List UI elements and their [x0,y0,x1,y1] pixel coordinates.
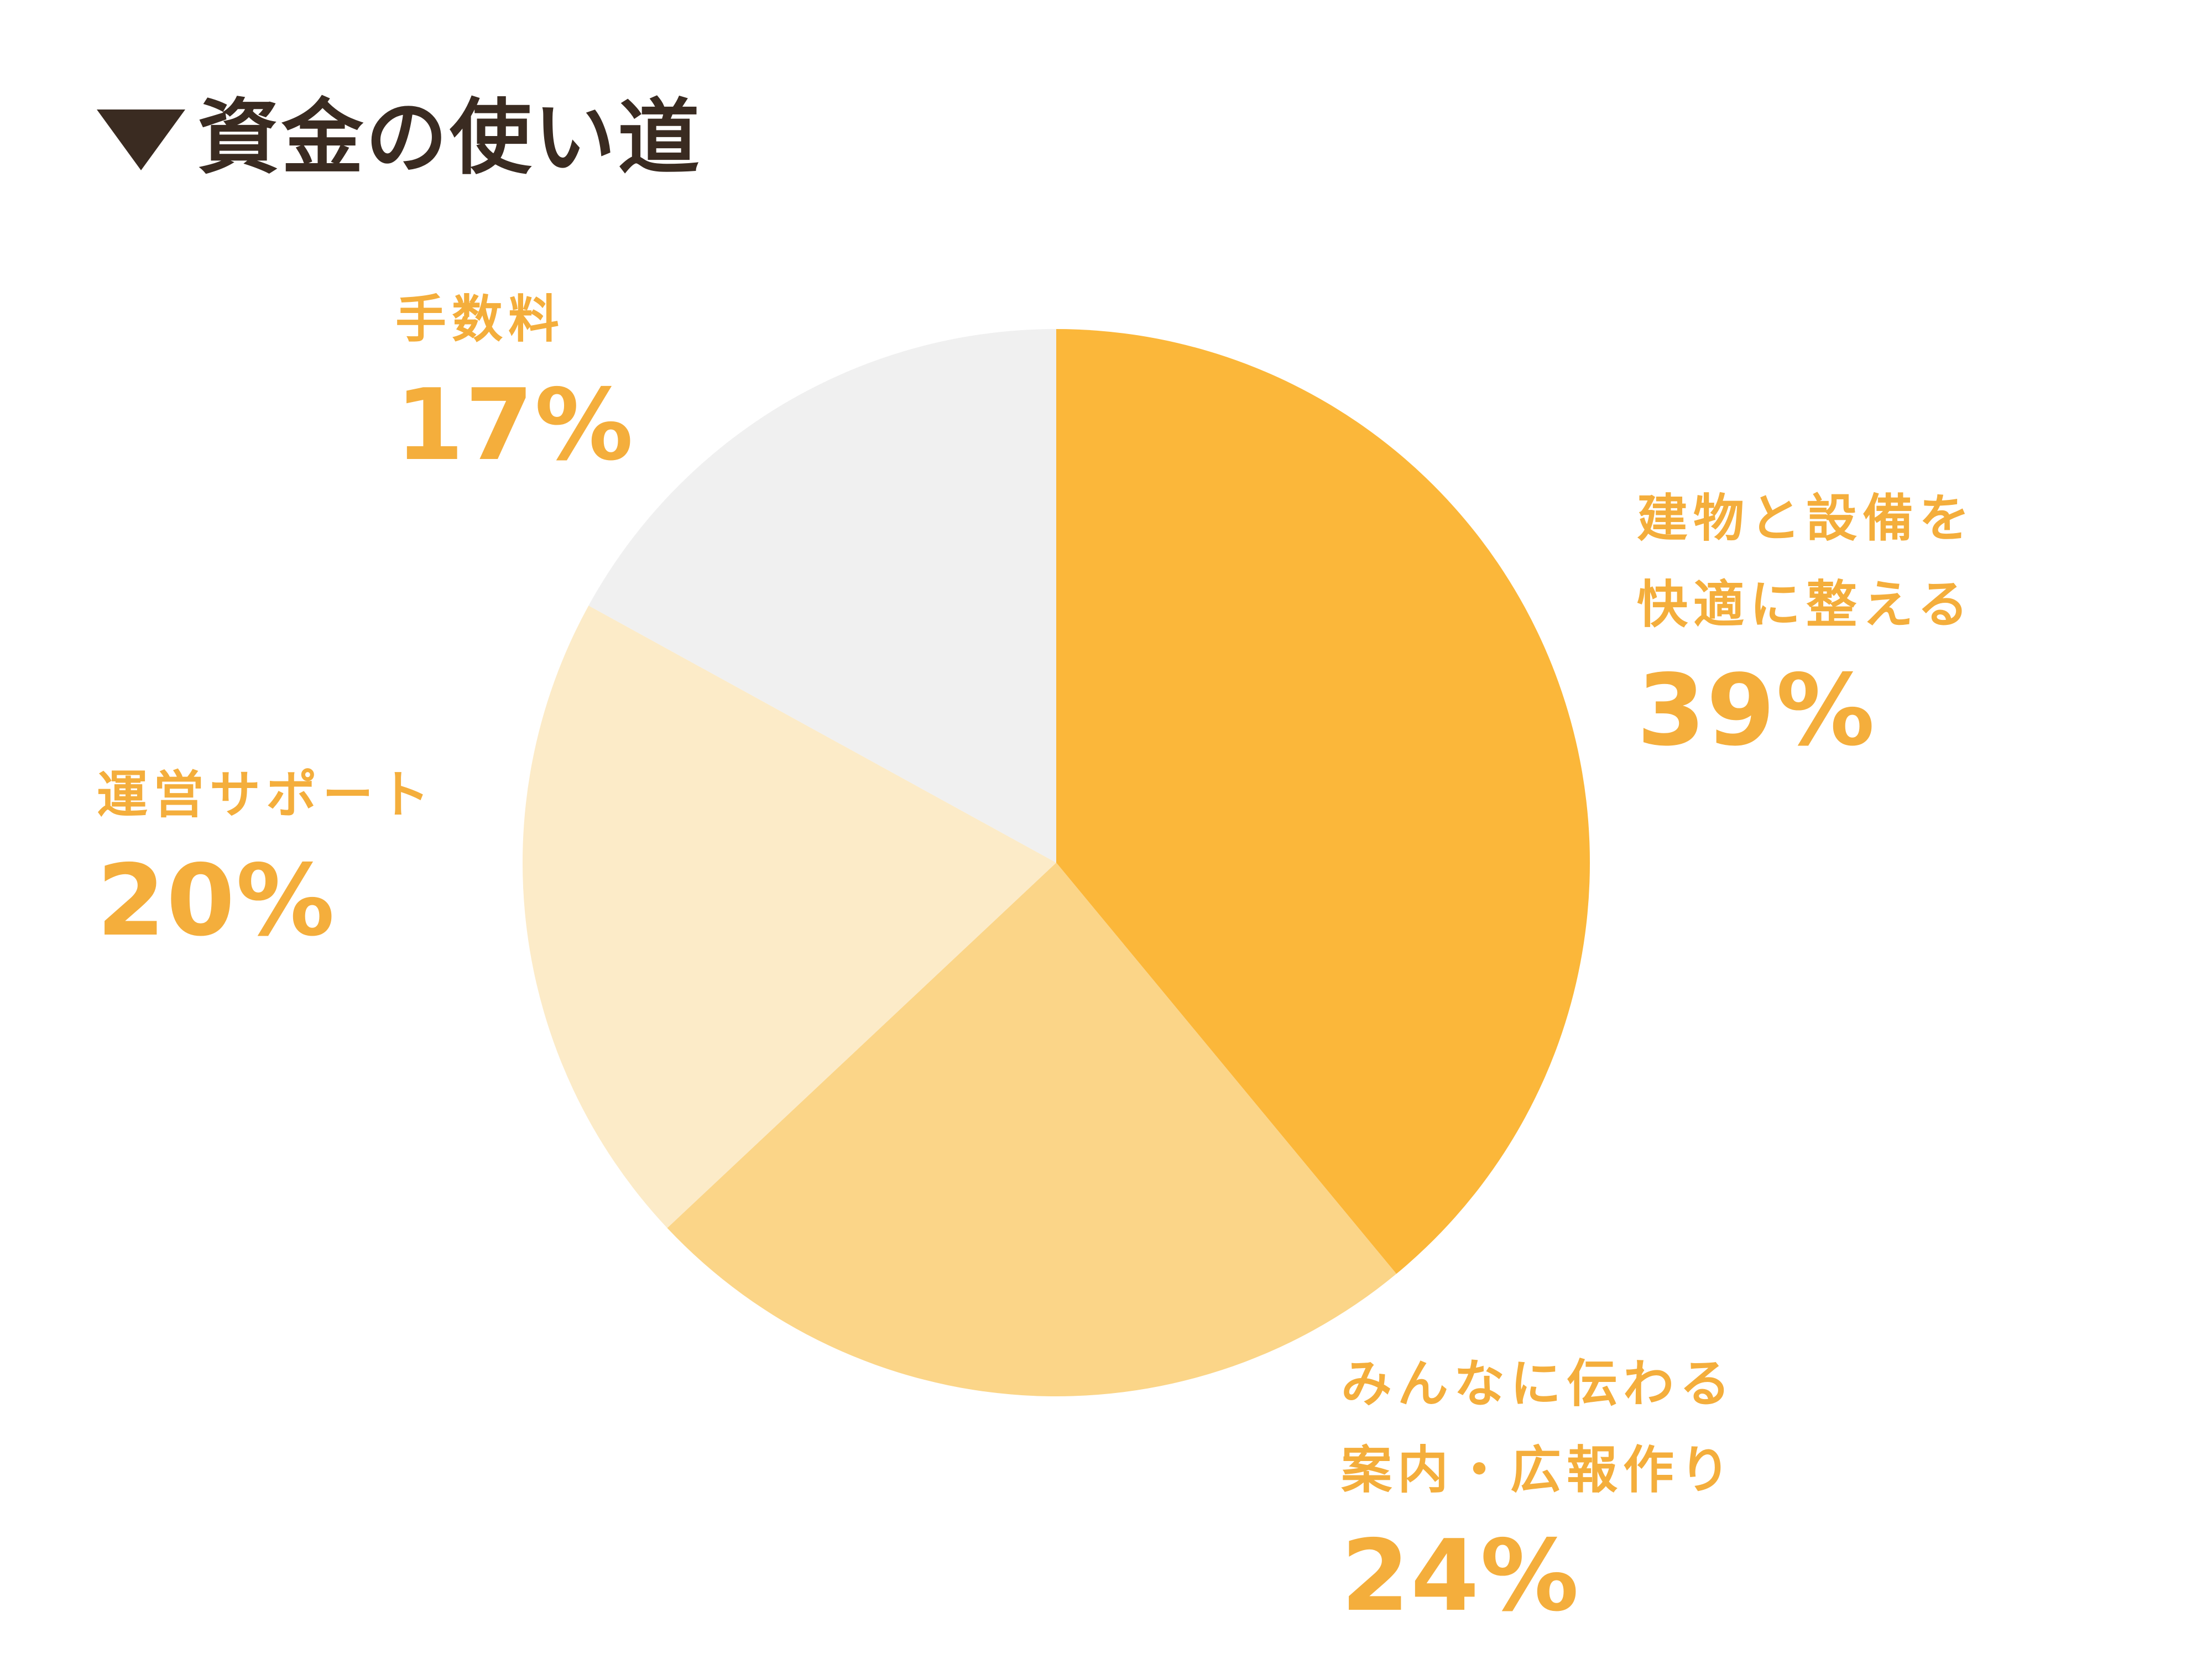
pie-slice-publicity [667,863,1397,1396]
pie-slice-fees [588,329,1056,863]
slice-value-buildings: 39% [1637,653,1876,768]
pie-slice-operations [523,606,1056,1228]
slice-label-publicity-line-2: 案内・広報作り [1341,1441,1736,1500]
slice-label-buildings: 建物と設備を 快適に整える 39% [1637,476,1975,760]
chart-title-text: 資金の使い道 [197,90,702,185]
slice-label-publicity-line-1: みんなに伝わる [1341,1354,1736,1413]
chart-title: 資金の使い道 [97,97,702,179]
triangle-down-icon [97,109,185,170]
slice-label-publicity: みんなに伝わる 案内・広報作り 24% [1341,1341,1736,1625]
slice-label-operations: 運営サポート 20% [97,752,435,950]
slice-label-operations-line-1: 運営サポート [97,765,436,825]
slice-value-fees: 17% [395,368,635,482]
slice-label-fees-line-1: 手数料 [395,290,565,349]
slice-label-buildings-line-2: 快適に整える [1637,575,1974,634]
slice-label-fees: 手数料 17% [395,276,634,474]
pie-slice-buildings [1056,329,1590,1274]
slice-value-operations: 20% [97,843,336,958]
slice-value-publicity: 24% [1341,1519,1580,1633]
slice-label-buildings-line-1: 建物と設備を [1637,489,1976,548]
